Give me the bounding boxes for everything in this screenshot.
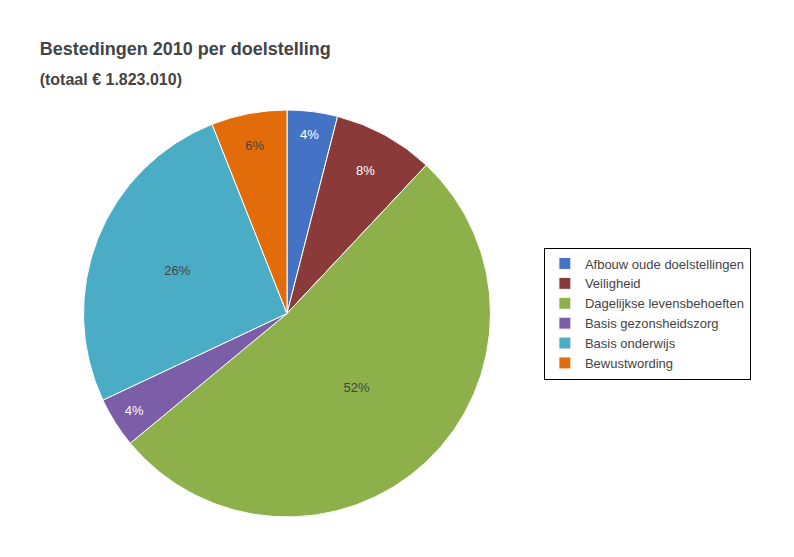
svg-text:52%: 52% [343, 380, 369, 395]
svg-text:26%: 26% [164, 263, 190, 278]
svg-text:Bestedingen 2010 per doelstell: Bestedingen 2010 per doelstelling [40, 39, 331, 59]
svg-text:Basis gezonsheidszorg: Basis gezonsheidszorg [585, 316, 719, 331]
svg-text:4%: 4% [300, 127, 319, 142]
svg-text:Bewustwording: Bewustwording [585, 356, 673, 371]
svg-text:8%: 8% [356, 163, 375, 178]
svg-text:4%: 4% [125, 403, 144, 418]
svg-text:Veiligheid: Veiligheid [585, 276, 641, 291]
svg-text:Dagelijkse levensbehoeften: Dagelijkse levensbehoeften [585, 296, 744, 311]
svg-text:6%: 6% [245, 138, 264, 153]
svg-text:Afbouw oude doelstellingen: Afbouw oude doelstellingen [585, 257, 744, 272]
svg-text:Basis onderwijs: Basis onderwijs [585, 336, 676, 351]
svg-text:(totaal € 1.823.010): (totaal € 1.823.010) [40, 71, 182, 88]
